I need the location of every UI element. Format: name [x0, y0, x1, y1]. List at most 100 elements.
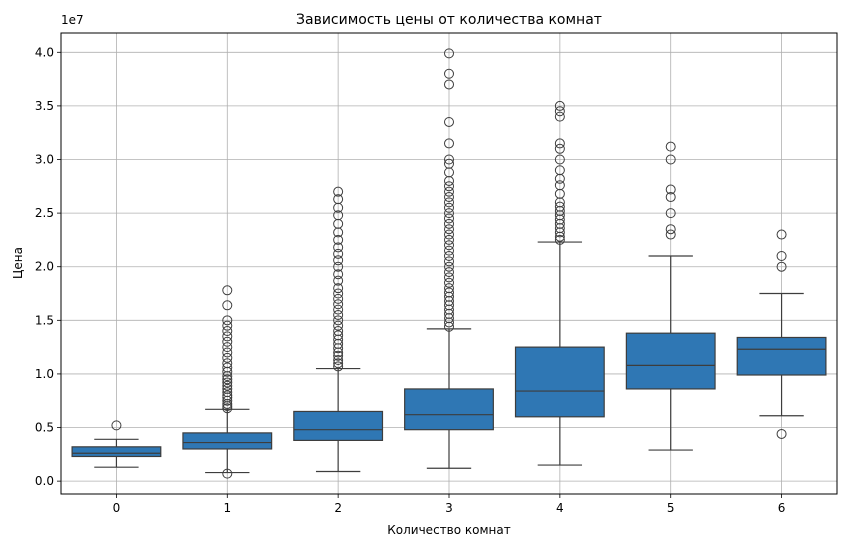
- outlier-point: [554, 154, 565, 165]
- outlier-point: [665, 192, 676, 203]
- outlier-point: [333, 288, 344, 299]
- outlier-point: [554, 111, 565, 122]
- outlier-point: [554, 180, 565, 191]
- outlier-point: [333, 361, 344, 372]
- outlier-point: [444, 181, 454, 192]
- outlier-point: [333, 283, 344, 294]
- outlier-point: [222, 336, 233, 347]
- outlier-point: [554, 106, 565, 117]
- x-ticks: 0 1 2 3 4 5 6: [113, 494, 785, 515]
- x-axis-label: Количество комнат: [387, 523, 510, 537]
- outlier-point: [333, 269, 344, 280]
- outlier-point: [222, 326, 233, 337]
- outlier-point: [222, 377, 233, 388]
- x-tick-label: 5: [667, 501, 675, 515]
- outlier-point: [444, 240, 454, 251]
- y-tick-label: 4.0: [35, 45, 54, 59]
- outlier-point: [554, 100, 565, 111]
- outlier-point: [222, 374, 233, 385]
- outlier-point: [444, 79, 454, 90]
- outlier-point: [444, 287, 454, 298]
- y-tick-label: 1.5: [35, 313, 54, 327]
- outlier-point: [333, 354, 344, 365]
- outlier-point: [333, 330, 344, 341]
- outlier-point: [776, 428, 787, 439]
- outlier-point: [444, 261, 454, 272]
- outlier-point: [554, 143, 565, 154]
- outlier-point: [222, 383, 233, 394]
- y-tick-label: 0.0: [35, 474, 54, 488]
- outlier-point: [665, 208, 676, 219]
- outlier-point: [444, 138, 454, 149]
- outlier-point: [665, 184, 676, 195]
- box-body: [404, 388, 494, 431]
- outlier-point: [333, 358, 344, 369]
- outlier-point: [554, 201, 565, 212]
- y-axis-label: Цена: [11, 247, 25, 279]
- y-scale-label: 1e7: [61, 13, 84, 27]
- box-0: [71, 420, 162, 468]
- x-tick-label: 3: [445, 501, 453, 515]
- outlier-point: [111, 420, 122, 431]
- outlier-point: [444, 116, 454, 127]
- y-tick-label: 3.5: [35, 99, 54, 113]
- outlier-point: [444, 277, 454, 288]
- outlier-point: [333, 350, 344, 361]
- outlier-point: [222, 362, 233, 373]
- y-tick-label: 0.5: [35, 421, 54, 435]
- outlier-point: [333, 326, 344, 337]
- box-body: [736, 336, 827, 376]
- box-body: [514, 346, 605, 418]
- outlier-point: [333, 255, 344, 266]
- chart-title: Зависимость цены от количества комнат: [296, 12, 602, 28]
- outlier-point: [444, 229, 454, 240]
- outlier-point: [444, 186, 454, 197]
- outlier-point: [222, 342, 233, 353]
- outlier-point: [554, 234, 565, 245]
- outlier-point: [333, 261, 344, 272]
- outlier-point: [333, 194, 344, 205]
- box-5: [625, 141, 716, 451]
- outlier-point: [222, 331, 233, 342]
- outlier-point: [444, 224, 454, 235]
- box-1: [182, 285, 273, 479]
- outlier-point: [222, 387, 233, 398]
- outlier-point: [333, 234, 344, 245]
- outlier-point: [444, 48, 454, 59]
- outlier-point: [222, 285, 233, 296]
- outlier-point: [333, 304, 344, 315]
- outlier-point: [222, 315, 233, 326]
- outlier-point: [665, 229, 676, 240]
- y-tick-label: 2.0: [35, 260, 54, 274]
- outlier-point: [444, 192, 454, 203]
- outlier-point: [444, 283, 454, 294]
- outlier-point: [444, 218, 454, 229]
- box-4: [514, 100, 605, 466]
- outlier-point: [444, 234, 454, 245]
- outlier-point: [444, 250, 454, 261]
- y-tick-label: 1.0: [35, 367, 54, 381]
- outlier-point: [554, 138, 565, 149]
- box-body: [71, 446, 162, 458]
- outlier-point: [665, 141, 676, 152]
- outlier-point: [333, 309, 344, 320]
- outlier-point: [444, 208, 454, 219]
- outlier-point: [333, 210, 344, 221]
- outlier-point: [222, 320, 233, 331]
- box-6: [736, 229, 827, 439]
- outlier-point: [444, 213, 454, 224]
- box-body: [293, 410, 384, 441]
- outlier-point: [222, 468, 233, 479]
- outlier-point: [222, 380, 233, 391]
- outlier-point: [444, 256, 454, 267]
- outlier-point: [665, 224, 676, 235]
- outlier-point: [665, 154, 676, 165]
- outlier-point: [444, 272, 454, 283]
- outlier-point: [444, 154, 454, 165]
- outlier-point: [333, 248, 344, 259]
- outlier-point: [333, 242, 344, 253]
- x-tick-label: 1: [223, 501, 231, 515]
- outlier-point: [333, 293, 344, 304]
- x-tick-label: 0: [113, 501, 121, 515]
